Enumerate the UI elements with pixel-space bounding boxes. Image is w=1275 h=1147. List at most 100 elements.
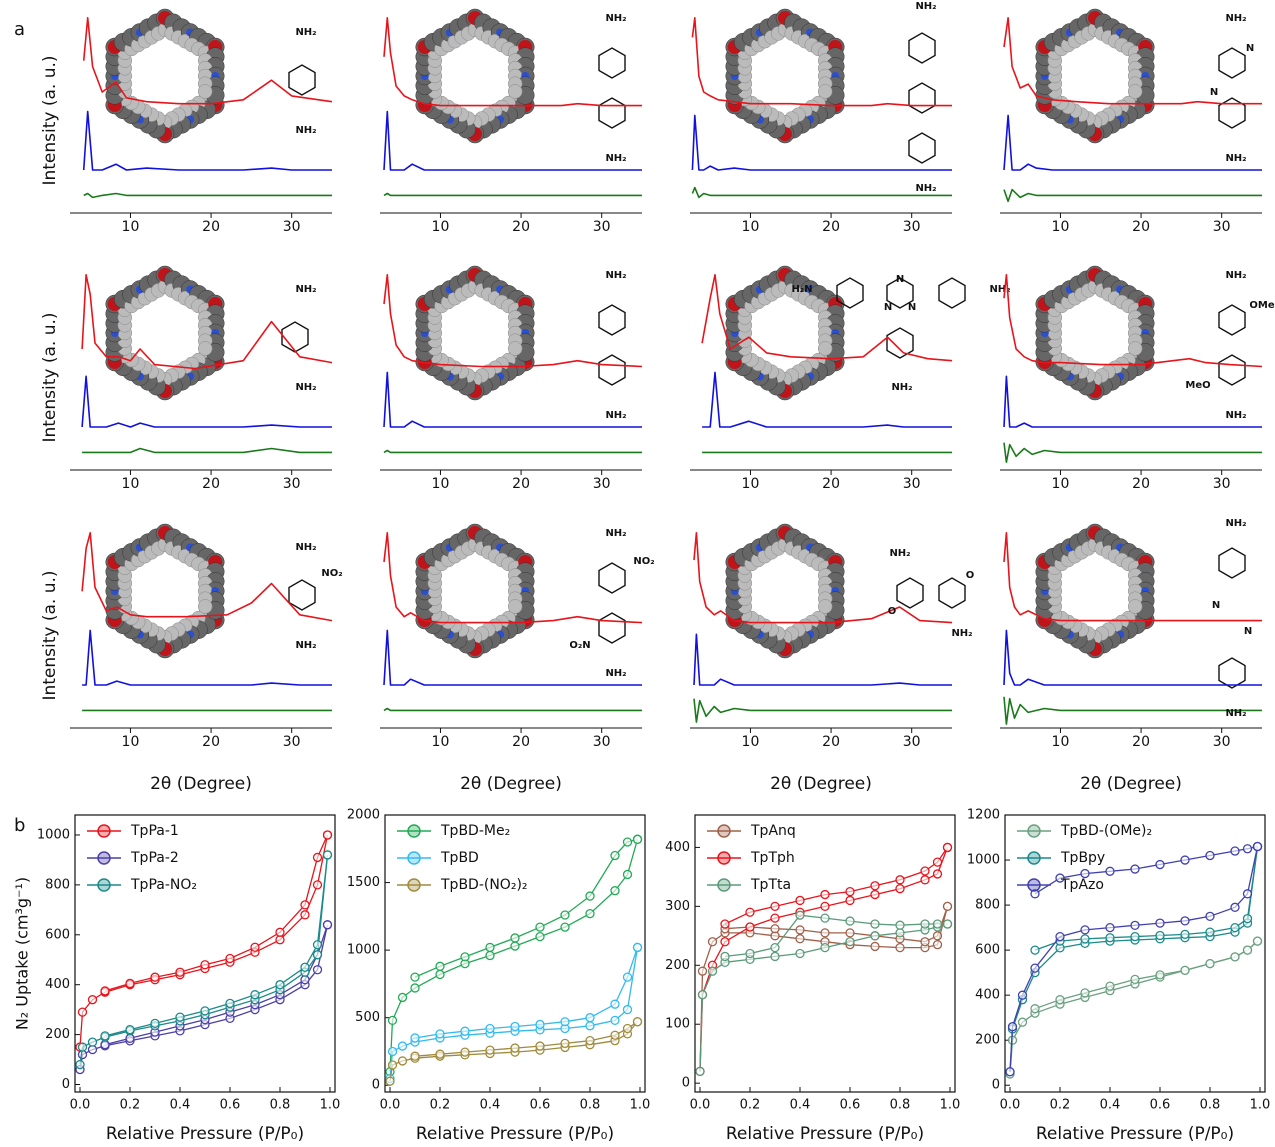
atom bbox=[508, 84, 522, 98]
x-tick-label: 10 bbox=[122, 476, 140, 492]
desorption-point bbox=[1056, 996, 1064, 1004]
legend-marker bbox=[408, 879, 420, 891]
atom bbox=[198, 84, 212, 98]
adsorption-point bbox=[1006, 1068, 1014, 1076]
adsorption-point bbox=[796, 950, 804, 958]
desorption-point bbox=[324, 831, 332, 839]
x-tick-label: 1.0 bbox=[630, 1098, 651, 1113]
benzene-ring bbox=[599, 48, 625, 78]
x-tick-label: 30 bbox=[593, 219, 611, 235]
adsorption-point bbox=[399, 1042, 407, 1050]
desorption-point bbox=[1131, 975, 1139, 983]
atom bbox=[198, 599, 212, 613]
x-tick-label: 0.6 bbox=[530, 1098, 551, 1113]
pxrd-trace bbox=[82, 449, 332, 453]
desorption-point bbox=[1206, 928, 1214, 936]
x-tick-label: 0.6 bbox=[1150, 1098, 1171, 1113]
x-tick-label: 0.8 bbox=[580, 1098, 601, 1113]
benzene-ring bbox=[599, 355, 625, 385]
desorption-point bbox=[461, 1048, 469, 1056]
desorption-point bbox=[1081, 989, 1089, 997]
atom bbox=[1128, 599, 1142, 613]
adsorption-point bbox=[79, 1043, 87, 1051]
x-tick-label: 20 bbox=[512, 219, 530, 235]
adsorption-point bbox=[79, 1008, 87, 1016]
desorption-point bbox=[151, 1019, 159, 1027]
legend-label: TpTta bbox=[750, 877, 791, 893]
adsorption-point bbox=[386, 1077, 394, 1085]
desorption-point bbox=[896, 921, 904, 929]
x-axis-label: 2θ (Degree) bbox=[460, 774, 562, 794]
adsorption-point bbox=[1156, 919, 1164, 927]
structure-label: NH₂ bbox=[915, 183, 936, 194]
adsorption-point bbox=[771, 952, 779, 960]
y-tick-label: 800 bbox=[45, 877, 70, 892]
legend-marker bbox=[408, 825, 420, 837]
framework-illustration bbox=[416, 266, 534, 400]
adsorption-point bbox=[771, 914, 779, 922]
adsorption-point bbox=[511, 942, 519, 950]
plot-frame bbox=[75, 815, 335, 1092]
y-axis-label: Intensity (a. u.) bbox=[40, 570, 60, 700]
desorption-point bbox=[796, 926, 804, 934]
desorption-point bbox=[176, 968, 184, 976]
y-axis-label: Intensity (a. u.) bbox=[40, 312, 60, 442]
x-tick-label: 20 bbox=[512, 734, 530, 750]
benzene-ring bbox=[909, 133, 935, 163]
linker-structure bbox=[909, 33, 935, 163]
desorption-point bbox=[1254, 843, 1262, 851]
benzene-ring bbox=[1219, 548, 1245, 578]
structure-label: NH₂ bbox=[951, 628, 972, 639]
x-tick-label: 20 bbox=[1132, 219, 1150, 235]
adsorption-point bbox=[1019, 1018, 1027, 1026]
adsorption-point bbox=[314, 881, 322, 889]
desorption-point bbox=[944, 902, 952, 910]
pxrd-trace bbox=[82, 630, 332, 685]
pxrd-trace bbox=[694, 699, 952, 722]
structure-label: N bbox=[1244, 626, 1252, 637]
adsorption-point bbox=[1031, 964, 1039, 972]
legend-label: TpBD-(OMe)₂ bbox=[1060, 823, 1152, 839]
y-tick-label: 300 bbox=[665, 899, 690, 914]
desorption-point bbox=[796, 896, 804, 904]
legend-label: TpTph bbox=[750, 850, 795, 866]
y-tick-label: 200 bbox=[665, 958, 690, 973]
pxrd-trace bbox=[384, 194, 642, 196]
adsorption-point bbox=[699, 967, 707, 975]
x-axis-label: Relative Pressure (P/P₀) bbox=[416, 1124, 614, 1144]
adsorption-point bbox=[709, 938, 717, 946]
adsorption-point bbox=[561, 923, 569, 931]
desorption-point bbox=[411, 1052, 419, 1060]
x-tick-label: 30 bbox=[903, 219, 921, 235]
x-tick-label: 20 bbox=[822, 219, 840, 235]
y-axis-label: Intensity (a. u.) bbox=[40, 55, 60, 185]
adsorption-point bbox=[821, 902, 829, 910]
structure-label: N bbox=[884, 302, 892, 313]
x-tick-label: 0.4 bbox=[790, 1098, 811, 1113]
pxrd-trace bbox=[1004, 630, 1262, 685]
x-tick-label: 1.0 bbox=[1250, 1098, 1271, 1113]
desorption-point bbox=[1181, 966, 1189, 974]
benzene-ring bbox=[1219, 48, 1245, 78]
pxrd-trace bbox=[1004, 443, 1262, 463]
desorption-point bbox=[511, 934, 519, 942]
legend-label: TpBD bbox=[440, 850, 479, 866]
desorption-point bbox=[921, 938, 929, 946]
y-axis-label: N₂ Uptake (cm³g⁻¹) bbox=[13, 877, 32, 1030]
desorption-point bbox=[1106, 934, 1114, 942]
desorption-point bbox=[624, 973, 632, 981]
desorption-point bbox=[586, 1014, 594, 1022]
legend-marker bbox=[408, 852, 420, 864]
desorption-point bbox=[1254, 937, 1262, 945]
pxrd-trace bbox=[692, 115, 952, 170]
framework-illustration bbox=[726, 9, 844, 143]
x-tick-label: 10 bbox=[122, 734, 140, 750]
desorption-point bbox=[586, 1037, 594, 1045]
atom bbox=[818, 84, 832, 98]
atom bbox=[508, 599, 522, 613]
adsorption-point bbox=[586, 1022, 594, 1030]
x-tick-label: 30 bbox=[903, 734, 921, 750]
linker-structure bbox=[837, 278, 965, 358]
y-tick-label: 0 bbox=[992, 1078, 1000, 1093]
desorption-point bbox=[1244, 845, 1252, 853]
